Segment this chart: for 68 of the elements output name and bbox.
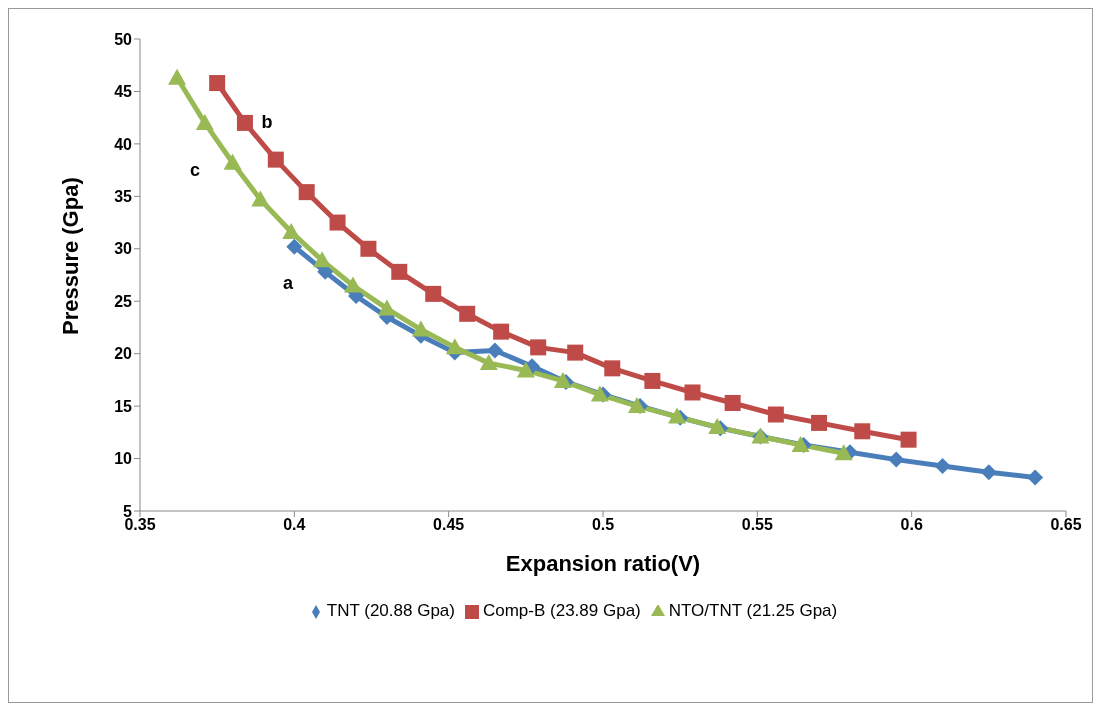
y-tick-label: 10 <box>114 450 133 468</box>
point <box>329 214 346 231</box>
point <box>767 406 784 423</box>
point <box>195 113 214 130</box>
point <box>343 276 362 293</box>
legend-label: NTO/TNT (21.25 Gpa) <box>668 601 838 620</box>
point <box>425 285 442 302</box>
x-tick-label: 0.65 <box>1050 516 1082 534</box>
point <box>298 184 315 201</box>
y-tick-label: 30 <box>114 240 133 258</box>
point <box>834 444 853 461</box>
x-tick-label: 0.35 <box>124 516 156 534</box>
y-tick-label: 50 <box>114 30 133 48</box>
y-tick-label: 45 <box>114 83 133 101</box>
point <box>900 431 917 448</box>
point <box>516 361 535 378</box>
x-tick-label: 0.5 <box>591 516 615 534</box>
point <box>854 423 871 440</box>
annotation: a <box>282 272 294 294</box>
point <box>811 414 828 431</box>
point <box>486 342 503 359</box>
point <box>459 305 476 322</box>
point <box>236 114 253 131</box>
point <box>627 397 646 414</box>
point <box>1027 469 1044 486</box>
point <box>590 385 609 402</box>
point <box>934 457 951 474</box>
y-tick-label: 25 <box>114 292 133 310</box>
point <box>530 339 547 356</box>
point <box>360 240 377 257</box>
point <box>282 223 301 239</box>
point <box>644 372 661 389</box>
point <box>479 354 498 371</box>
y-tick-label: 35 <box>114 188 133 206</box>
point <box>668 407 687 424</box>
point <box>223 153 242 170</box>
point <box>604 360 621 377</box>
point <box>209 75 226 92</box>
point <box>168 68 187 85</box>
legend-label: TNT (20.88 Gpa) <box>326 601 455 620</box>
point <box>708 418 727 435</box>
point <box>445 338 464 355</box>
y-tick-label: 20 <box>114 345 133 363</box>
point <box>493 323 510 340</box>
point <box>391 263 408 280</box>
point <box>267 151 284 168</box>
point <box>251 190 270 207</box>
annotation: c <box>189 159 201 181</box>
point <box>791 435 810 452</box>
x-axis-title: Expansion ratio(V) <box>505 551 701 576</box>
point <box>553 371 572 388</box>
point <box>286 238 303 255</box>
point <box>724 394 741 411</box>
x-tick-label: 0.55 <box>741 516 774 534</box>
y-axis-title: Pressure (Gpa) <box>57 177 83 335</box>
y-tick-label: 15 <box>114 397 133 415</box>
y-tick-label: 40 <box>114 135 133 153</box>
x-tick-label: 0.6 <box>900 516 923 534</box>
point <box>888 451 905 468</box>
point <box>980 464 997 481</box>
point <box>411 320 430 337</box>
annotation: b <box>261 111 273 133</box>
x-tick-label: 0.4 <box>283 516 306 534</box>
x-tick-label: 0.45 <box>433 516 465 534</box>
point <box>567 344 584 361</box>
point <box>377 299 396 316</box>
legend-label: Comp-B (23.89 Gpa) <box>482 601 641 620</box>
point <box>684 384 701 401</box>
